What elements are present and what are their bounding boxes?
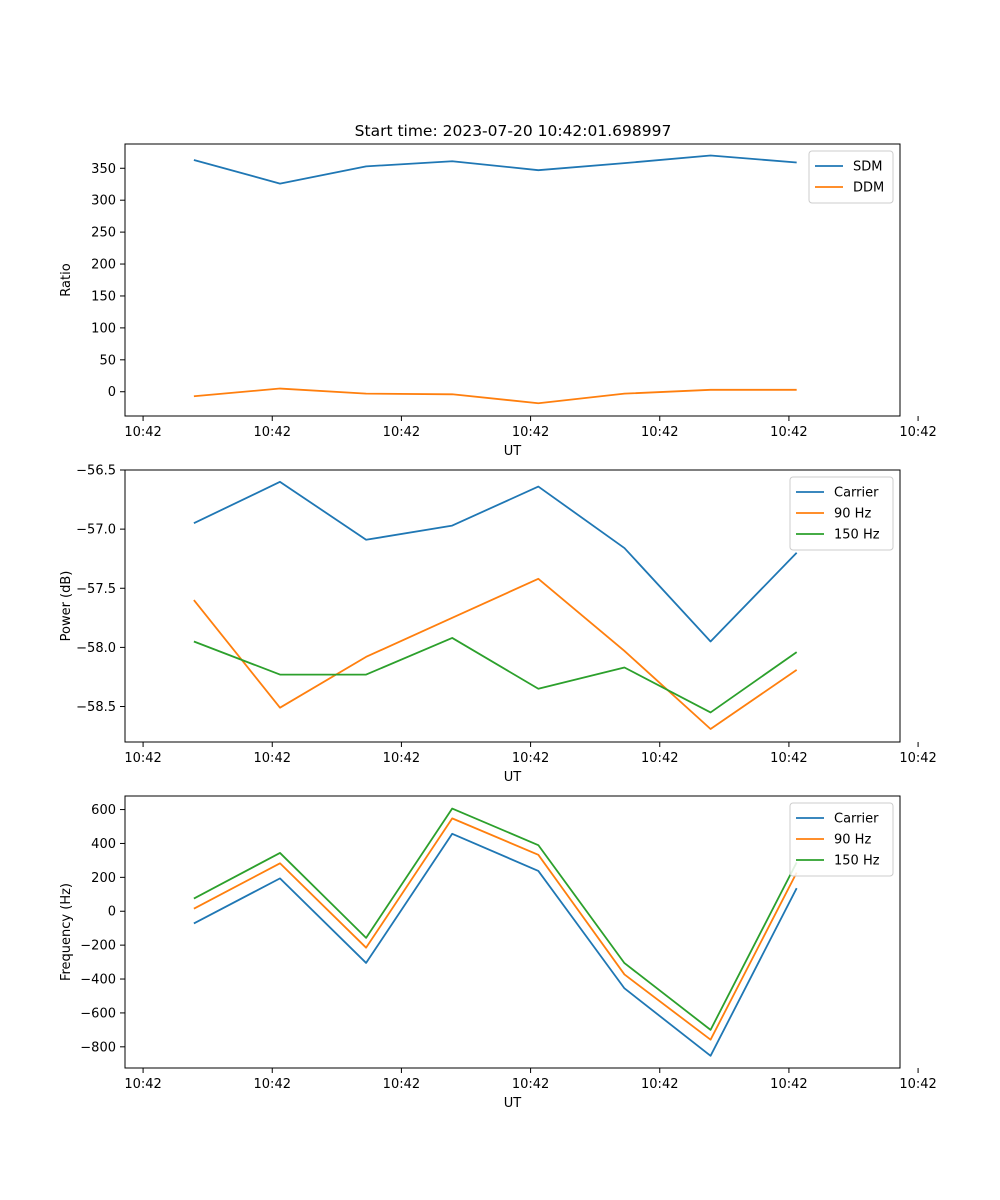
x-tick-label: 10:42 [124, 1077, 161, 1092]
x-axis-label: UT [504, 770, 522, 785]
y-tick-label: 600 [91, 803, 116, 818]
y-tick-label: 150 [91, 289, 116, 304]
legend-box [808, 150, 894, 204]
y-tick-label: 300 [91, 194, 116, 209]
chart-title: Start time: 2023-07-20 10:42:01.698997 [355, 122, 672, 140]
series-line-ddm [193, 387, 797, 405]
legend-label: Carrier [834, 812, 879, 827]
x-tick-label: 10:42 [641, 751, 678, 766]
y-tick-label: 100 [91, 321, 116, 336]
x-tick-label: 10:42 [512, 751, 549, 766]
legend-label: 150 Hz [834, 854, 880, 869]
y-tick-label: −58.5 [76, 700, 116, 715]
x-tick-label: 10:42 [770, 425, 807, 440]
x-tick-label: 10:42 [641, 1077, 678, 1092]
axes-frame [124, 143, 901, 417]
y-axis-label: Power (dB) [59, 571, 74, 642]
legend-box [789, 476, 894, 551]
legend-label: SDM [853, 160, 882, 175]
series-line-150-hz [193, 637, 798, 714]
legend-label: 90 Hz [834, 833, 871, 848]
plot-panel-3: 10:42 10:42 10:42 10:42 10:42 10:42 10:42 −800 −… [59, 795, 937, 1111]
x-tick-label: 10:42 [899, 425, 936, 440]
x-tick-label: 10:42 [770, 1077, 807, 1092]
x-tick-label: 10:42 [383, 425, 420, 440]
plots-container: 10:42 10:42 10:42 10:42 10:42 10:42 10:42 0 50 10… [59, 143, 937, 1111]
legend: SDM DDM [808, 150, 894, 204]
y-tick-label: 200 [91, 258, 116, 273]
legend: Carrier 90 Hz 150 Hz [789, 476, 894, 551]
legend-label: Carrier [834, 486, 879, 501]
series-line-150-hz [193, 807, 798, 1031]
legend-label: DDM [853, 181, 884, 196]
legend-label: 90 Hz [834, 507, 871, 522]
legend-box [789, 802, 894, 877]
x-tick-label: 10:42 [124, 425, 161, 440]
y-tick-label: 250 [91, 226, 116, 241]
series-line-carrier [193, 480, 798, 643]
x-tick-label: 10:42 [254, 1077, 291, 1092]
y-tick-label: 400 [91, 837, 116, 852]
y-tick-label: 0 [108, 905, 116, 920]
series-line-90-hz [193, 817, 798, 1041]
y-tick-label: −200 [80, 939, 116, 954]
x-axis-label: UT [504, 1096, 522, 1111]
x-tick-label: 10:42 [512, 425, 549, 440]
x-tick-label: 10:42 [899, 1077, 936, 1092]
legend-label: 150 Hz [834, 528, 880, 543]
x-tick-label: 10:42 [899, 751, 936, 766]
plot-panel-1: 10:42 10:42 10:42 10:42 10:42 10:42 10:42 0 50 10… [59, 143, 937, 459]
plot-panel-2: 10:42 10:42 10:42 10:42 10:42 10:42 10:42 −58.5… [59, 464, 937, 786]
x-tick-label: 10:42 [254, 751, 291, 766]
axes-frame [124, 795, 901, 1069]
legend: Carrier 90 Hz 150 Hz [789, 802, 894, 877]
axes-frame [124, 469, 901, 743]
x-tick-label: 10:42 [641, 425, 678, 440]
y-tick-label: −57.5 [76, 582, 116, 597]
y-tick-label: 350 [91, 162, 116, 177]
series-line-sdm [193, 154, 797, 185]
y-axis-label: Frequency (Hz) [59, 883, 74, 981]
y-axis-label: Ratio [59, 263, 74, 296]
y-tick-label: −57.0 [76, 523, 116, 538]
y-tick-label: −800 [80, 1040, 116, 1055]
y-tick-label: −56.5 [76, 464, 116, 479]
series-line-90-hz [193, 577, 798, 730]
x-tick-label: 10:42 [254, 425, 291, 440]
x-tick-label: 10:42 [383, 751, 420, 766]
x-tick-label: 10:42 [770, 751, 807, 766]
y-tick-label: 200 [91, 871, 116, 886]
x-tick-label: 10:42 [383, 1077, 420, 1092]
y-tick-label: −58.0 [76, 641, 116, 656]
y-tick-label: −400 [80, 973, 116, 988]
x-tick-label: 10:42 [124, 751, 161, 766]
y-tick-label: −600 [80, 1006, 116, 1021]
x-tick-label: 10:42 [512, 1077, 549, 1092]
x-axis-label: UT [504, 444, 522, 459]
series-line-carrier [193, 832, 798, 1057]
y-tick-label: 0 [108, 385, 116, 400]
y-tick-label: 50 [99, 353, 116, 368]
